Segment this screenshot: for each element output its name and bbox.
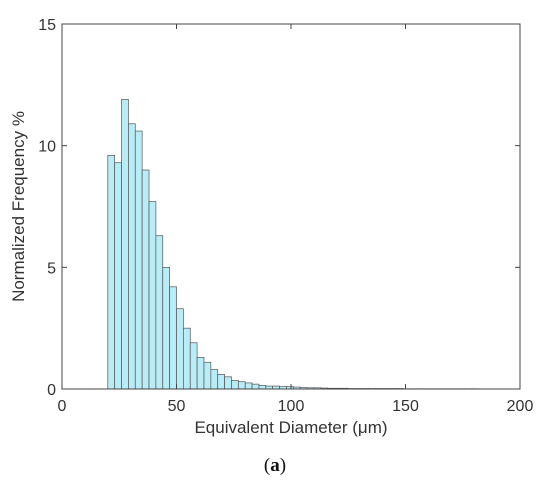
histogram-bar <box>231 380 239 390</box>
histogram-bar <box>203 361 212 390</box>
histogram-bar <box>210 369 219 390</box>
histogram-bar <box>134 130 143 390</box>
x-axis-label: Equivalent Diameter (μm) <box>194 418 387 437</box>
histogram-bar <box>237 381 246 390</box>
ticks-layer: 0 50 100 150 200 0 5 10 15 <box>38 17 533 415</box>
histogram-bar <box>169 286 177 390</box>
histogram-bar <box>114 162 122 390</box>
y-tick-label: 0 <box>47 382 56 399</box>
histogram-bar <box>189 342 198 390</box>
x-tick-label: 150 <box>392 398 419 415</box>
histogram-bar <box>155 235 164 390</box>
caption-open-paren: ( <box>263 455 271 476</box>
caption-close-paren: ) <box>279 455 287 476</box>
histogram-bar <box>183 327 191 390</box>
x-tick-label: 0 <box>58 398 67 415</box>
histogram-bar <box>121 99 129 390</box>
y-axis-label: Normalized Frequency % <box>9 111 28 302</box>
histogram-chart: 0 50 100 150 200 0 5 10 15 Equivalent Diameter (… <box>9 17 533 437</box>
x-tick-label: 100 <box>278 398 305 415</box>
histogram-bar <box>148 201 157 390</box>
histogram-bar <box>217 374 225 390</box>
histogram-bar <box>141 169 150 390</box>
y-tick-label: 15 <box>38 17 56 34</box>
y-tick-label: 10 <box>38 139 56 156</box>
caption-letter: a <box>270 455 280 476</box>
histogram-bar <box>107 155 116 390</box>
bars-layer <box>107 99 480 390</box>
histogram-bar <box>224 376 232 390</box>
histogram-bar <box>176 308 184 390</box>
histogram-bar <box>244 382 253 390</box>
histogram-bar <box>162 266 170 390</box>
x-tick-label: 50 <box>168 398 186 415</box>
x-tick-label: 200 <box>507 398 534 415</box>
histogram-bar <box>128 123 136 390</box>
figure-caption: (a) <box>0 455 550 477</box>
histogram-bar <box>251 383 260 390</box>
histogram-bar <box>196 357 205 390</box>
y-tick-label: 5 <box>47 260 56 277</box>
histogram-bar <box>258 385 267 390</box>
